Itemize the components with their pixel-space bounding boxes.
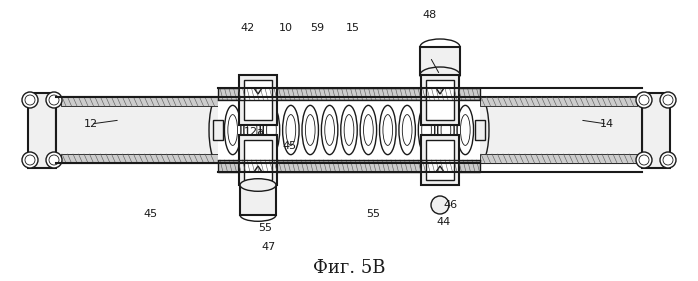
Bar [28,93,56,168]
Circle shape [431,196,449,214]
Text: 46: 46 [443,200,457,210]
Bar [61,97,218,106]
Text: 55: 55 [258,223,272,233]
Ellipse shape [325,115,334,145]
Polygon shape [436,166,444,172]
Ellipse shape [225,105,241,155]
Ellipse shape [209,97,227,163]
Ellipse shape [344,115,354,145]
Ellipse shape [422,115,431,145]
Ellipse shape [380,105,396,155]
Bar [420,47,460,75]
Bar [426,140,454,180]
Text: 12a: 12a [244,127,265,137]
Circle shape [22,92,38,108]
Ellipse shape [438,105,454,155]
Text: 45: 45 [143,209,157,219]
Bar [239,135,277,185]
Ellipse shape [240,179,276,191]
Ellipse shape [247,115,257,145]
Circle shape [660,92,676,108]
Circle shape [46,92,62,108]
Ellipse shape [383,115,392,145]
Bar [480,97,642,163]
Text: 55: 55 [366,209,380,219]
Bar [240,185,276,215]
Text: 15: 15 [346,23,359,33]
Ellipse shape [457,105,473,155]
Bar [642,93,670,168]
Circle shape [22,152,38,168]
Bar [421,75,459,125]
Polygon shape [254,166,262,172]
Ellipse shape [420,67,460,83]
Circle shape [49,155,59,165]
Circle shape [663,95,673,105]
Ellipse shape [302,105,318,155]
Circle shape [25,155,35,165]
Polygon shape [254,88,262,94]
Ellipse shape [286,115,296,145]
Bar [213,120,223,140]
Ellipse shape [461,115,470,145]
Bar [244,140,272,180]
Ellipse shape [267,115,276,145]
Text: Фиг. 5В: Фиг. 5В [313,259,385,277]
Text: 10: 10 [279,23,293,33]
Bar [480,97,637,106]
Ellipse shape [240,209,276,221]
Text: 45: 45 [283,141,297,151]
Ellipse shape [364,115,373,145]
Ellipse shape [360,105,377,155]
Text: 42: 42 [241,23,255,33]
Polygon shape [436,88,444,94]
Text: 47: 47 [262,242,276,252]
Bar [426,80,454,120]
Circle shape [639,155,649,165]
Bar [218,160,480,172]
Text: 12: 12 [84,119,98,129]
Ellipse shape [244,105,260,155]
Bar [475,120,485,140]
Ellipse shape [402,115,412,145]
Ellipse shape [441,115,451,145]
Bar [56,97,218,163]
Bar [421,135,459,185]
Bar [480,154,637,163]
Ellipse shape [420,39,460,55]
Circle shape [663,155,673,165]
Circle shape [46,152,62,168]
Bar [239,75,277,125]
Text: 14: 14 [600,119,614,129]
Ellipse shape [283,105,299,155]
Bar [61,154,218,163]
Text: 59: 59 [311,23,325,33]
Ellipse shape [399,105,415,155]
Text: 44: 44 [436,217,450,227]
Bar [218,100,480,160]
Circle shape [636,92,652,108]
Circle shape [25,95,35,105]
Bar [218,88,480,100]
Circle shape [639,95,649,105]
Ellipse shape [321,105,338,155]
Bar [244,80,272,120]
Ellipse shape [471,97,489,163]
Ellipse shape [341,105,357,155]
Text: 48: 48 [422,10,436,21]
Ellipse shape [306,115,315,145]
Circle shape [636,152,652,168]
Circle shape [660,152,676,168]
Ellipse shape [263,105,280,155]
Ellipse shape [418,105,435,155]
Circle shape [49,95,59,105]
Ellipse shape [228,115,237,145]
